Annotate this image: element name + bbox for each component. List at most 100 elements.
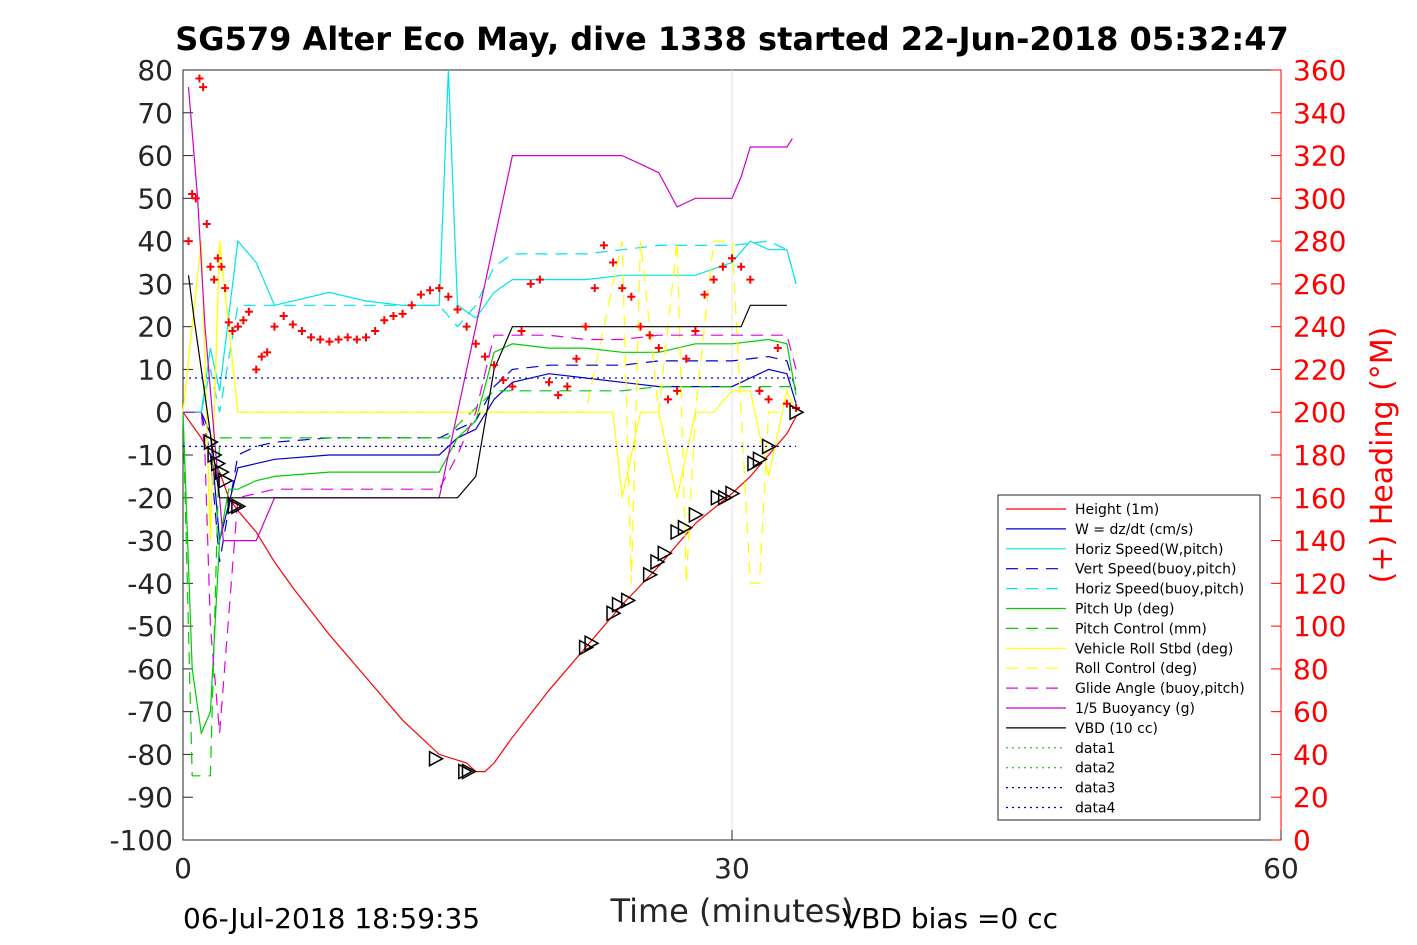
triangle-marker	[670, 523, 686, 541]
legend-label: Vert Speed(buoy,pitch)	[1075, 562, 1237, 578]
triangle-marker	[677, 519, 694, 536]
heading-point	[213, 254, 222, 263]
triangle-marker	[458, 763, 474, 780]
legend-entries: Height (1m) W = dz/dt (cm/s) Horiz Speed(W…	[1006, 502, 1245, 817]
y-tick-label: 40	[137, 225, 173, 258]
triangle-marker	[203, 433, 220, 451]
heading-point	[416, 290, 425, 299]
heading-point	[239, 316, 248, 325]
triangle-marker	[710, 489, 726, 507]
heading-point	[206, 262, 215, 271]
heading-point	[453, 305, 462, 314]
heading-point	[554, 391, 563, 400]
y2-tick-label: 320	[1293, 140, 1346, 173]
series-line-9	[183, 334, 797, 734]
y2-tick-label: 0	[1293, 824, 1311, 857]
legend-label: data3	[1075, 781, 1115, 797]
y2-tick-label: 40	[1293, 738, 1329, 771]
heading-point	[737, 262, 746, 271]
triangle-marker	[461, 763, 478, 780]
y-tick-label: -80	[127, 738, 173, 771]
heading-point	[618, 284, 627, 293]
series-line-10	[187, 87, 793, 542]
heading-point	[691, 326, 700, 335]
heading-point	[389, 311, 398, 320]
legend-label: Horiz Speed(buoy,pitch)	[1075, 582, 1244, 598]
heading-point	[627, 292, 636, 301]
heading-point	[297, 326, 306, 335]
heading-point	[709, 275, 718, 284]
y-tick-label: 10	[137, 353, 173, 386]
y2-tick-label: 160	[1293, 482, 1346, 515]
heading-point	[270, 322, 279, 331]
x-axis: 0 30 60	[174, 830, 1299, 885]
heading-point	[526, 279, 535, 288]
heading-point	[202, 220, 211, 228]
y-tick-label: 60	[137, 140, 173, 173]
x-tick-label: 30	[714, 852, 750, 885]
series-line-2	[183, 69, 797, 413]
heading-point	[444, 292, 453, 301]
y2-tick-label: 140	[1293, 525, 1346, 558]
heading-point	[636, 322, 645, 331]
heading-point	[517, 326, 526, 335]
legend-label: data1	[1075, 741, 1115, 757]
series-line-4	[183, 240, 797, 413]
triangle-markers	[203, 403, 805, 780]
legend-label: Vehicle Roll Stbd (deg)	[1075, 641, 1233, 657]
heading-point	[199, 83, 208, 92]
y2-tick-label: 20	[1293, 781, 1329, 814]
heading-point	[325, 337, 334, 346]
heading-point	[352, 335, 361, 344]
y2-tick-label: 120	[1293, 567, 1346, 600]
triangle-marker	[611, 596, 628, 613]
triangle-marker	[717, 489, 734, 507]
heading-point	[263, 348, 272, 357]
legend-label: Pitch Control (mm)	[1075, 621, 1207, 637]
heading-point	[746, 275, 755, 284]
heading-point	[288, 320, 297, 329]
heading-point	[188, 190, 197, 199]
y2-tick-label: 60	[1293, 696, 1329, 729]
series-line-1	[183, 368, 797, 541]
y-tick-label: 70	[137, 97, 173, 130]
heading-point	[252, 365, 261, 374]
triangle-marker	[218, 472, 234, 489]
heading-point	[581, 322, 590, 331]
y2-tick-label: 80	[1293, 653, 1329, 686]
heading-point	[462, 322, 471, 331]
triangle-marker	[620, 592, 637, 609]
heading-markers	[184, 74, 801, 412]
y-tick-label: 50	[137, 182, 173, 215]
heading-point	[545, 378, 553, 387]
legend-label: W = dz/dt (cm/s)	[1075, 522, 1194, 538]
heading-point	[316, 335, 325, 344]
y2-tick-label: 260	[1293, 268, 1346, 301]
y2-tick-label: 360	[1293, 54, 1346, 87]
y-tick-label: -20	[127, 482, 173, 515]
y2-tick-label: 280	[1293, 225, 1346, 258]
footer-vbd-bias: VBD bias =0 cc	[842, 902, 1058, 935]
y2-tick-label: 300	[1293, 182, 1346, 215]
heading-point	[279, 311, 288, 320]
y2-tick-label: 100	[1293, 610, 1346, 643]
legend-label: Roll Control (deg)	[1075, 661, 1197, 677]
legend-label: Height (1m)	[1075, 502, 1159, 518]
heading-point	[673, 386, 682, 395]
heading-point	[217, 262, 226, 271]
heading-point	[334, 335, 343, 344]
legend-label: Pitch Up (deg)	[1075, 602, 1174, 618]
triangle-marker	[789, 403, 805, 421]
y-tick-label: -30	[127, 525, 173, 558]
heading-point	[210, 275, 219, 284]
triangle-marker	[752, 451, 769, 468]
legend-label: Glide Angle (buoy,pitch)	[1075, 681, 1245, 697]
heading-point	[718, 262, 727, 271]
y2-tick-label: 180	[1293, 439, 1346, 472]
heading-point	[380, 316, 389, 325]
y2-tick-label: 220	[1293, 353, 1346, 386]
heading-point	[572, 354, 581, 363]
y-tick-label: 30	[137, 268, 173, 301]
heading-point	[563, 382, 572, 391]
y-tick-label: -70	[127, 696, 173, 729]
